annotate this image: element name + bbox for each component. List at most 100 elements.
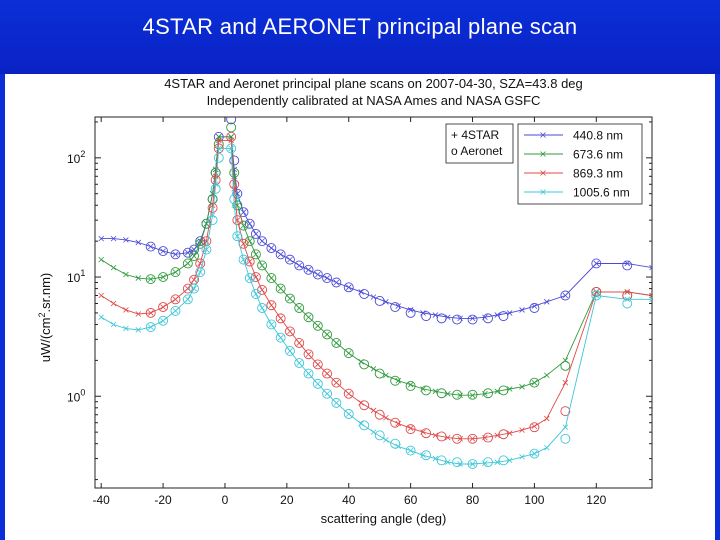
aeronet-marker xyxy=(294,303,305,313)
aeronet-marker xyxy=(343,409,354,419)
star-marker xyxy=(370,294,377,300)
star-marker xyxy=(160,248,166,254)
aeronet-marker xyxy=(421,450,432,461)
aeronet-marker xyxy=(285,345,295,356)
instrument-legend-entry: o Aeronet xyxy=(451,144,503,158)
x-tick-label: 60 xyxy=(404,493,418,507)
star-marker xyxy=(324,370,330,377)
star-marker xyxy=(259,287,265,293)
aeronet-marker xyxy=(195,236,206,247)
aeronet-marker xyxy=(322,368,333,379)
star-marker xyxy=(287,328,293,335)
aeronet-marker xyxy=(226,131,237,142)
aeronet-marker xyxy=(303,312,314,323)
aeronet-marker xyxy=(158,246,169,257)
aeronet-marker xyxy=(331,377,342,388)
star-marker xyxy=(469,315,476,322)
legend-label: 869.3 nm xyxy=(573,167,623,181)
aeronet-marker xyxy=(158,315,169,326)
aeronet-marker xyxy=(322,329,333,340)
x-tick-label: -20 xyxy=(154,493,172,507)
aeronet-marker xyxy=(294,358,305,368)
aeronet-marker xyxy=(405,307,416,318)
aeronet-marker xyxy=(374,430,385,441)
star-marker xyxy=(296,340,303,346)
star-marker xyxy=(240,256,247,263)
aeronet-marker xyxy=(170,267,181,278)
aeronet-marker xyxy=(436,431,447,442)
aeronet-marker xyxy=(436,313,447,324)
aeronet-marker xyxy=(405,424,416,435)
star-marker xyxy=(277,334,284,341)
aeronet-marker xyxy=(421,385,432,396)
y-axis-label: uW/(cm2.sr.nm) xyxy=(37,273,53,363)
aeronet-marker xyxy=(498,455,509,466)
aeronet-marker xyxy=(257,260,268,271)
star-marker xyxy=(469,435,476,442)
star-marker xyxy=(147,310,154,316)
star-marker xyxy=(268,245,275,251)
aeronet-marker xyxy=(421,311,432,322)
aeronet-marker xyxy=(390,302,401,313)
aeronet-marker xyxy=(359,359,370,370)
aeronet-marker xyxy=(390,417,401,428)
star-marker xyxy=(234,233,241,239)
star-marker xyxy=(228,137,234,144)
left-border xyxy=(0,74,5,540)
star-marker xyxy=(259,262,265,269)
aeronet-marker xyxy=(322,273,333,284)
aeronet-marker xyxy=(201,244,212,255)
aeronet-marker xyxy=(170,294,181,305)
legend-marker xyxy=(540,170,546,176)
star-marker xyxy=(172,251,179,258)
star-marker xyxy=(212,173,219,180)
aeronet-marker xyxy=(226,117,237,125)
y-tick-label: 100 xyxy=(67,387,85,404)
aeronet-marker xyxy=(322,388,333,399)
series-line xyxy=(100,139,652,440)
star-marker xyxy=(259,238,265,244)
star-marker xyxy=(277,251,284,258)
aeronet-marker xyxy=(359,400,370,411)
aeronet-marker xyxy=(483,313,493,324)
star-marker xyxy=(315,323,321,329)
x-tick-label: 40 xyxy=(342,493,356,507)
star-marker xyxy=(519,384,525,390)
star-marker xyxy=(407,307,414,313)
aeronet-marker xyxy=(303,264,314,275)
star-marker xyxy=(110,321,117,328)
star-marker xyxy=(253,251,259,258)
aeronet-marker xyxy=(266,273,277,284)
aeronet-marker xyxy=(232,200,243,211)
star-marker xyxy=(624,289,631,295)
aeronet-marker xyxy=(529,303,540,313)
aeronet-marker xyxy=(374,368,385,379)
slide-title: 4STAR and AERONET principal plane scan xyxy=(142,14,578,39)
aeronet-marker xyxy=(232,231,243,242)
aeronet-marker xyxy=(331,397,342,408)
star-marker xyxy=(482,434,488,441)
y-tick-label: 101 xyxy=(67,268,85,285)
aeronet-marker xyxy=(405,381,416,391)
aeronet-marker xyxy=(622,290,633,301)
aeronet-marker xyxy=(452,433,462,444)
aeronet-marker xyxy=(343,282,354,293)
star-marker xyxy=(123,271,129,278)
aeronet-marker xyxy=(158,272,169,282)
aeronet-marker xyxy=(266,300,277,311)
star-marker xyxy=(240,209,247,215)
series-line xyxy=(100,136,652,396)
aeronet-marker xyxy=(560,290,571,301)
series-group xyxy=(98,117,652,469)
aeronet-marker xyxy=(303,368,314,379)
star-marker xyxy=(215,137,222,144)
star-marker xyxy=(160,304,166,310)
aeronet-marker xyxy=(498,429,509,440)
aeronet-marker xyxy=(145,274,156,285)
aeronet-marker xyxy=(359,289,370,299)
star-marker xyxy=(98,314,104,321)
star-marker xyxy=(395,377,402,384)
star-marker xyxy=(333,279,340,286)
y-tick-label: 102 xyxy=(67,149,85,166)
